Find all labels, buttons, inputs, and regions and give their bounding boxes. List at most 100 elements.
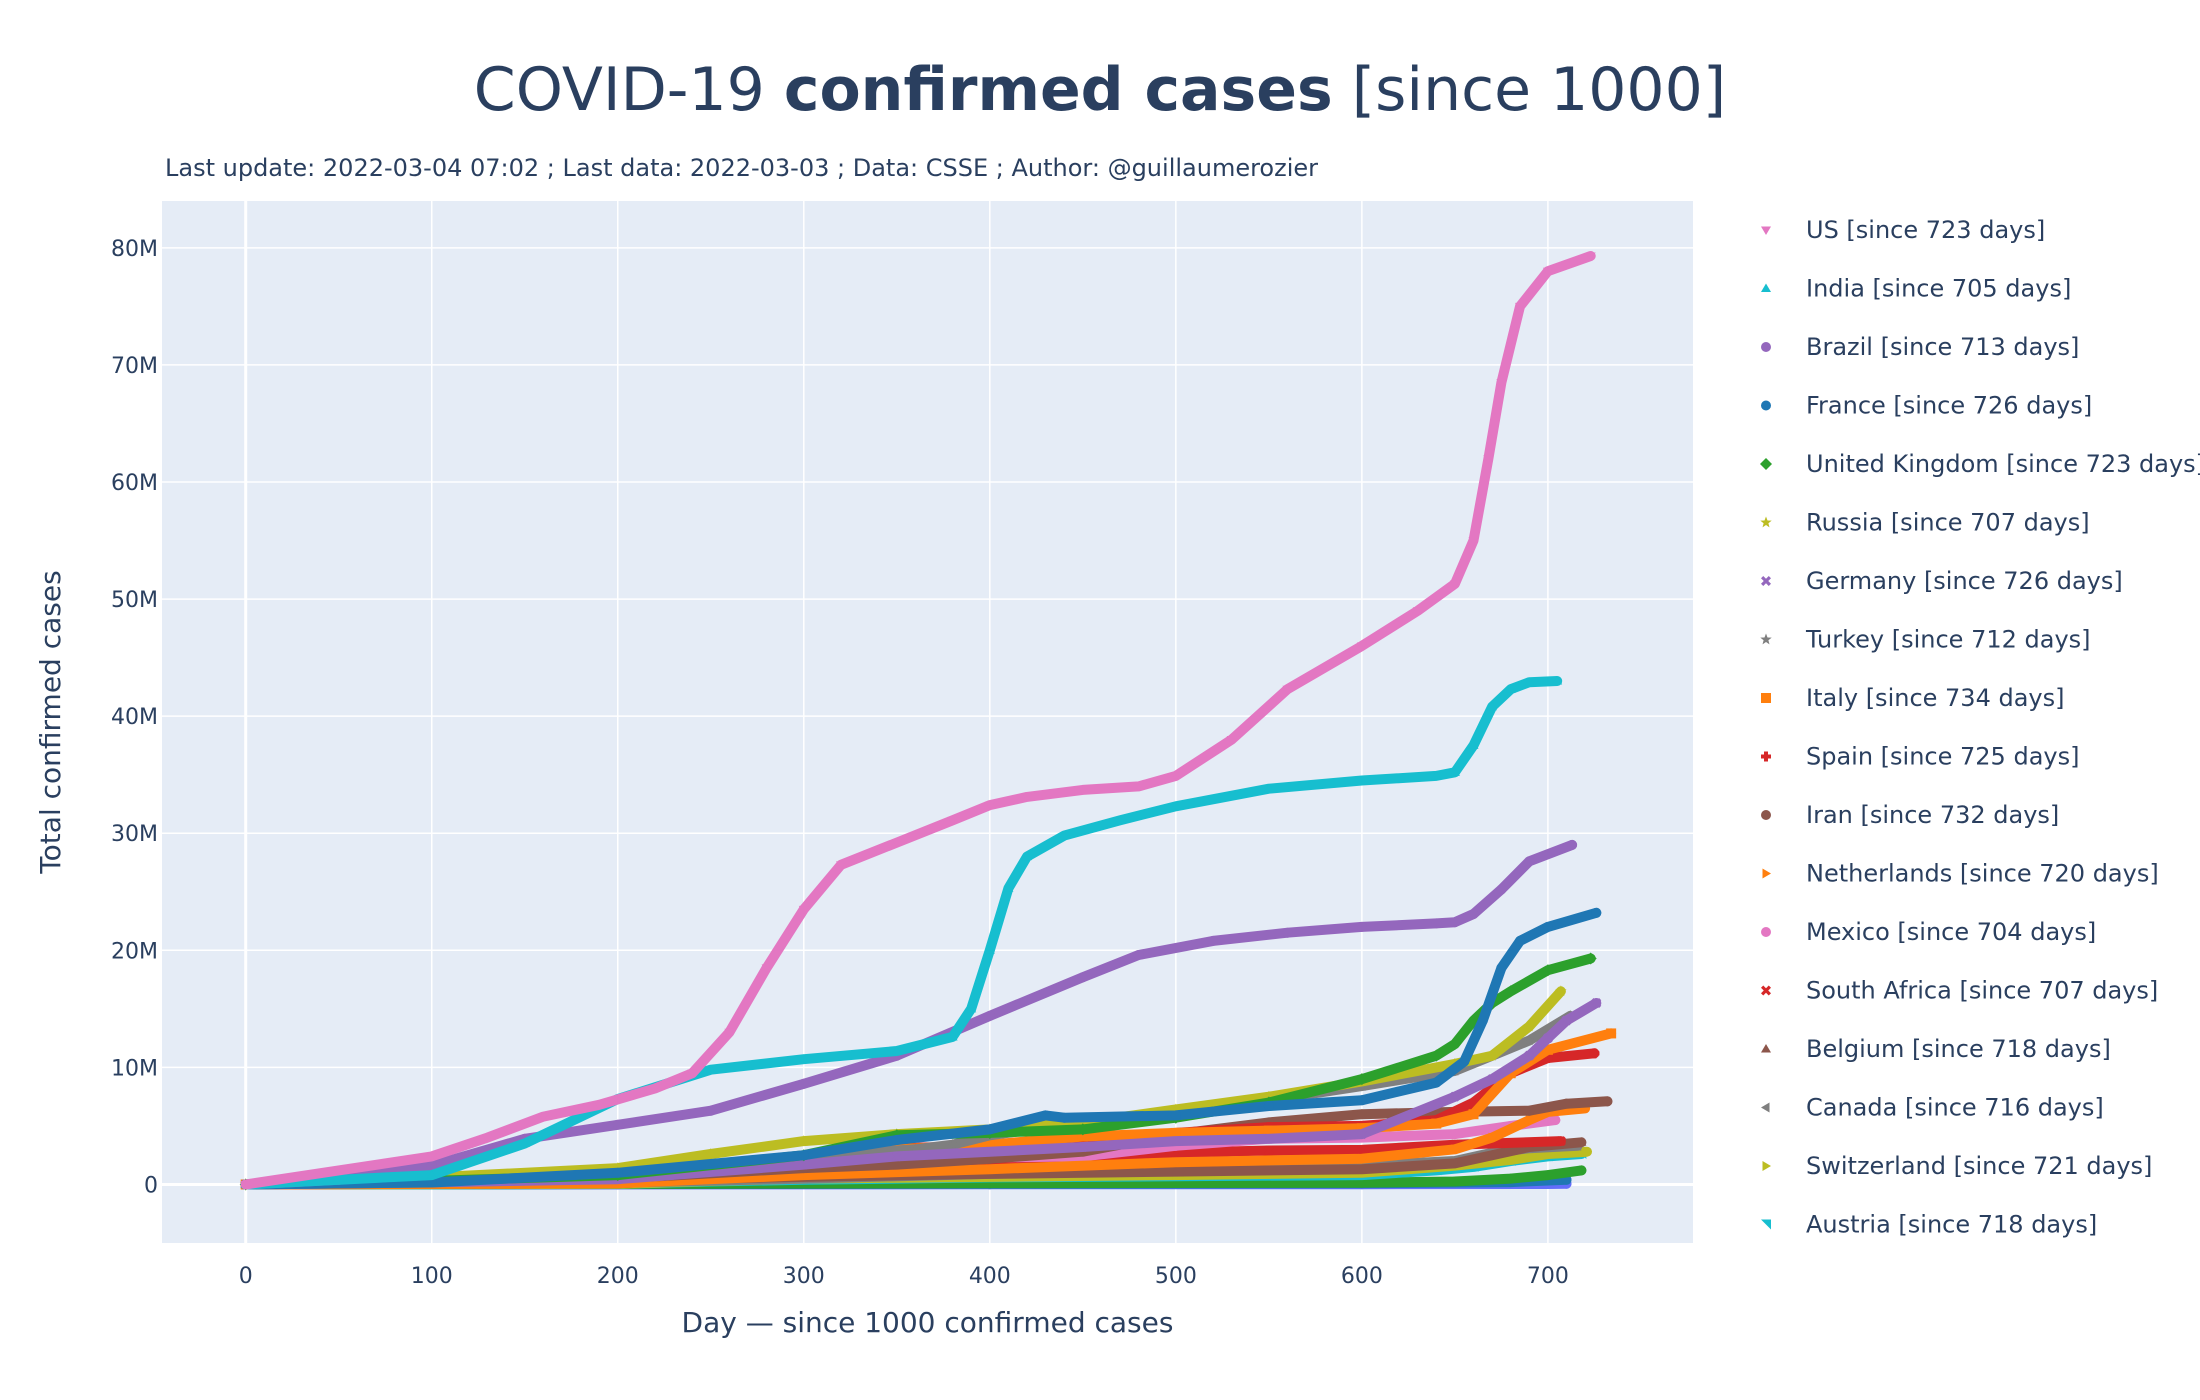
legend-label: Brazil [since 713 days] — [1806, 333, 2079, 361]
data-point — [724, 1028, 735, 1038]
data-point — [798, 905, 809, 915]
data-point — [1514, 302, 1525, 312]
data-point — [1356, 1095, 1367, 1106]
data-point — [1263, 1101, 1274, 1112]
data-point — [1356, 921, 1367, 932]
legend-marker — [1760, 458, 1772, 470]
data-point — [1542, 267, 1553, 277]
legend-item-us[interactable]: US [since 723 days] — [1761, 216, 2045, 244]
legend-item-india[interactable]: India [since 705 days] — [1761, 275, 2071, 303]
legend-item-south-africa[interactable]: South Africa [since 707 days] — [1761, 977, 2158, 1005]
y-tick-label: 60M — [111, 471, 158, 496]
data-point — [798, 1159, 809, 1170]
legend-marker — [1762, 868, 1771, 879]
y-tick-label: 70M — [111, 354, 158, 379]
legend-item-austria[interactable]: Austria [since 718 days] — [1761, 1211, 2097, 1239]
data-point — [891, 839, 902, 848]
data-point — [1576, 1137, 1587, 1146]
legend-marker — [1761, 342, 1771, 352]
legend-label: United Kingdom [since 723 days] — [1806, 450, 2200, 478]
data-point — [1356, 775, 1367, 785]
data-point — [1449, 580, 1460, 589]
data-point — [1591, 907, 1602, 918]
data-point — [1542, 921, 1553, 932]
data-point — [594, 1101, 605, 1110]
y-axis-title: Total confirmed cases — [34, 570, 67, 874]
data-point — [687, 1069, 698, 1079]
data-point — [1468, 537, 1479, 546]
data-point — [1077, 972, 1088, 983]
data-point — [1524, 677, 1535, 686]
legend-item-spain[interactable]: Spain [since 725 days] — [1761, 743, 2079, 771]
legend-item-switzerland[interactable]: Switzerland [since 721 days] — [1762, 1152, 2153, 1180]
y-tick-label: 50M — [111, 588, 158, 613]
legend-label: Russia [since 707 days] — [1806, 509, 2090, 537]
data-point — [798, 1150, 809, 1161]
legend-item-netherlands[interactable]: Netherlands [since 720 days] — [1762, 860, 2159, 888]
data-point — [1263, 1125, 1274, 1136]
data-point — [1524, 1105, 1535, 1116]
data-point — [1542, 1053, 1553, 1064]
legend-item-turkey[interactable]: Turkey [since 712 days] — [1760, 626, 2091, 654]
data-point — [649, 1084, 660, 1094]
data-point — [1606, 1028, 1617, 1039]
legend-marker — [1761, 693, 1771, 703]
chart-subtitle: Last update: 2022-03-04 07:02 ; Last dat… — [165, 154, 1319, 182]
legend-item-russia[interactable]: Russia [since 707 days] — [1760, 509, 2090, 537]
legend-item-iran[interactable]: Iran [since 732 days] — [1761, 801, 2059, 829]
legend-item-united-kingdom[interactable]: United Kingdom [since 723 days] — [1760, 450, 2200, 478]
data-point — [984, 1146, 995, 1157]
data-point — [1170, 1166, 1181, 1176]
data-point — [1541, 964, 1554, 977]
y-tick-label: 30M — [111, 822, 158, 847]
data-point — [1496, 962, 1507, 973]
legend-marker — [1760, 633, 1772, 645]
data-point — [798, 1078, 809, 1089]
data-point — [1449, 1129, 1460, 1140]
data-point — [1561, 1015, 1572, 1026]
chart-title: COVID-19 confirmed cases [since 1000] — [0, 50, 2200, 130]
legend-item-france[interactable]: France [since 726 days] — [1761, 392, 2092, 420]
legend-label: India [since 705 days] — [1806, 275, 2071, 303]
data-point — [1555, 985, 1567, 997]
data-point — [1459, 1056, 1470, 1067]
x-axis-title: Day — since 1000 confirmed cases — [682, 1306, 1174, 1339]
data-point — [1514, 935, 1525, 946]
legend-item-belgium[interactable]: Belgium [since 718 days] — [1761, 1035, 2111, 1063]
data-point — [482, 1134, 493, 1143]
legend-item-canada[interactable]: Canada [since 716 days] — [1761, 1094, 2104, 1122]
legend-item-germany[interactable]: Germany [since 726 days] — [1761, 567, 2123, 595]
x-tick-label: 100 — [411, 1264, 453, 1289]
data-point — [519, 1138, 530, 1147]
x-tick-label: 300 — [783, 1264, 825, 1289]
data-point — [798, 1054, 809, 1063]
data-point — [1583, 1146, 1592, 1157]
legend-label: Canada [since 716 days] — [1806, 1094, 2104, 1122]
data-point — [1077, 1141, 1088, 1152]
y-tick-label: 0 — [144, 1173, 158, 1198]
data-point — [333, 1166, 344, 1176]
data-point — [1542, 1033, 1553, 1044]
legend-label: South Africa [since 707 days] — [1806, 977, 2158, 1005]
data-point — [984, 945, 995, 954]
data-point — [426, 1160, 437, 1171]
data-point — [612, 1167, 623, 1178]
data-point — [1449, 767, 1460, 776]
data-point — [1356, 1177, 1367, 1188]
legend-label: Spain [since 725 days] — [1806, 743, 2079, 771]
data-point — [1430, 1049, 1443, 1062]
data-point — [1488, 1132, 1498, 1143]
data-point — [1170, 801, 1181, 810]
data-point — [1226, 736, 1237, 745]
x-tick-label: 400 — [969, 1264, 1011, 1289]
data-point — [1115, 815, 1126, 824]
legend-item-mexico[interactable]: Mexico [since 704 days] — [1761, 918, 2096, 946]
data-point — [1208, 935, 1219, 946]
x-tick-label: 600 — [1341, 1264, 1383, 1289]
legend-item-brazil[interactable]: Brazil [since 713 days] — [1761, 333, 2079, 361]
legend-item-italy[interactable]: Italy [since 734 days] — [1761, 684, 2064, 712]
legend-marker — [1761, 1044, 1771, 1053]
legend[interactable]: US [since 723 days] India [since 705 days… — [1760, 216, 2200, 1239]
data-point — [1486, 1049, 1498, 1061]
